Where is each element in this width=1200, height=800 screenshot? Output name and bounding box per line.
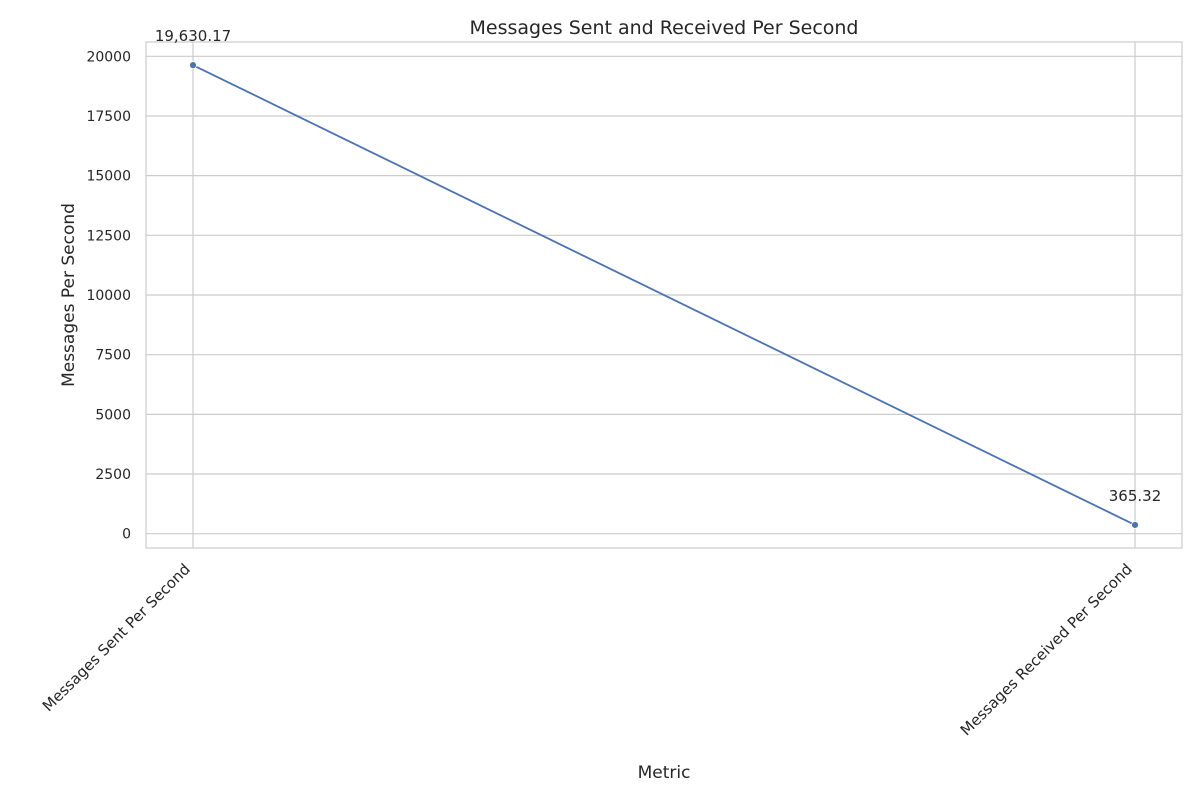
y-tick-label: 7500 xyxy=(95,348,131,364)
y-tick-label: 12500 xyxy=(86,228,131,244)
y-axis-label: Messages Per Second xyxy=(59,203,79,387)
x-axis-label: Metric xyxy=(638,763,691,783)
y-tick-label: 0 xyxy=(122,527,131,543)
plot-area-frame xyxy=(145,41,1183,549)
data-labels: 19,630.17 365.32 xyxy=(155,27,1161,505)
y-tick-label: 2500 xyxy=(95,467,131,483)
series-line xyxy=(192,64,1136,526)
data-label: 19,630.17 xyxy=(155,27,231,45)
y-tick-label: 10000 xyxy=(86,288,131,304)
data-point xyxy=(1131,521,1139,529)
data-point xyxy=(189,61,197,70)
x-tick-label: Messages Received Per Second xyxy=(957,560,1136,739)
x-tick-label: Messages Sent Per Second xyxy=(39,560,194,715)
x-axis-ticks: Messages Sent Per Second Messages Receive… xyxy=(39,560,1136,739)
chart-title: Messages Sent and Received Per Second xyxy=(469,17,858,39)
y-tick-label: 15000 xyxy=(86,169,131,185)
y-axis-ticks: 0 2500 5000 7500 10000 12500 15000 17500 20000 xyxy=(86,49,131,542)
series-layer xyxy=(189,61,1139,529)
data-label: 365.32 xyxy=(1109,487,1162,505)
y-tick-label: 20000 xyxy=(86,49,131,65)
y-tick-label: 5000 xyxy=(95,407,131,423)
y-tick-label: 17500 xyxy=(86,109,131,125)
